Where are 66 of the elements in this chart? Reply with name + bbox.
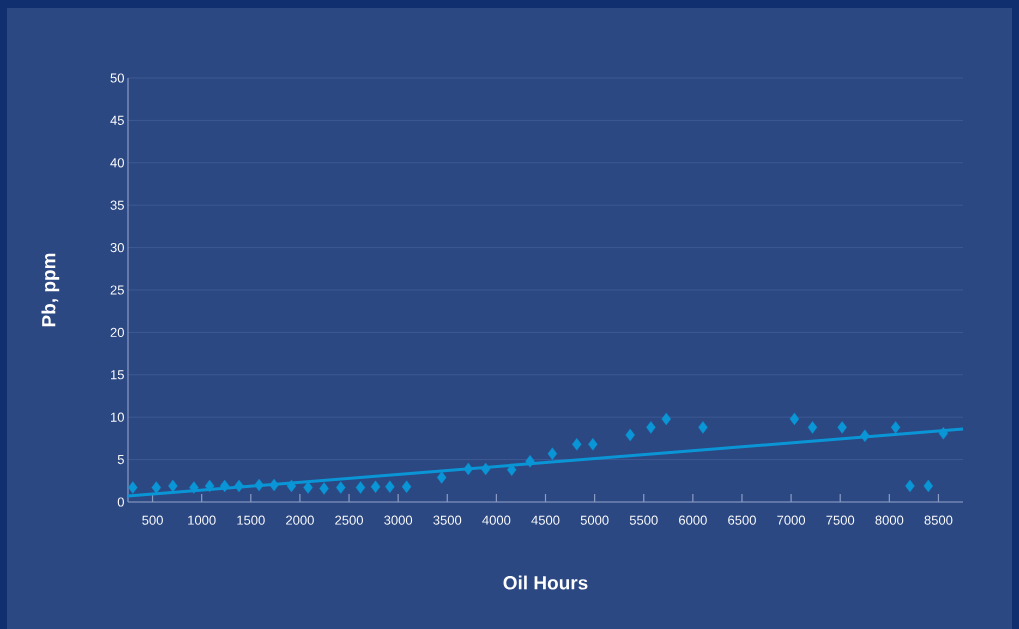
y-tick-label: 40 — [110, 158, 124, 168]
y-tick-label: 5 — [117, 455, 124, 465]
x-axis-title: Oil Hours — [503, 575, 588, 590]
point — [890, 421, 901, 434]
y-tick-label: 15 — [111, 370, 124, 380]
x-tick-label: 5000 — [580, 515, 609, 525]
point — [254, 478, 264, 492]
x-tick-label: 3000 — [384, 515, 413, 525]
y-tick-label: 45 — [110, 115, 124, 125]
point — [370, 480, 381, 493]
x-tick-label: 1000 — [188, 515, 216, 525]
point — [219, 479, 230, 493]
point — [151, 481, 161, 494]
point — [401, 480, 412, 493]
x-tick-label: 1500 — [237, 515, 265, 525]
point — [789, 412, 800, 426]
point — [480, 462, 491, 476]
point — [837, 421, 847, 434]
y-axis-title: Pb, ppm — [41, 253, 60, 327]
point — [923, 479, 934, 493]
point — [204, 479, 215, 493]
point — [319, 482, 329, 495]
point — [128, 481, 138, 494]
point — [525, 455, 535, 468]
point — [698, 421, 708, 434]
point — [905, 479, 915, 493]
point — [625, 428, 635, 442]
x-tick-label: 8500 — [924, 515, 953, 525]
y-tick-label: 0 — [117, 497, 124, 507]
x-tick-label: 6500 — [728, 515, 756, 525]
x-tick-label: 4000 — [482, 515, 511, 525]
point — [588, 438, 598, 451]
y-tick-label: 50 — [110, 73, 124, 83]
x-tick-label: 3500 — [433, 515, 462, 525]
x-tick-label: 7500 — [826, 515, 855, 525]
point — [355, 481, 366, 494]
y-tick-label: 35 — [110, 200, 124, 210]
point — [436, 471, 447, 484]
y-tick-label: 25 — [110, 285, 124, 295]
point — [336, 481, 346, 494]
y-tick-label: 10 — [111, 412, 124, 422]
point — [269, 478, 279, 492]
x-tick-label: 8000 — [875, 515, 904, 525]
point — [463, 462, 473, 476]
point — [807, 421, 818, 434]
point — [507, 463, 517, 476]
point — [938, 427, 949, 440]
point — [646, 421, 656, 434]
x-tick-label: 2500 — [335, 515, 363, 525]
point — [547, 447, 558, 460]
x-tick-label: 500 — [142, 515, 163, 525]
point — [860, 429, 870, 443]
point — [661, 412, 671, 426]
point — [385, 480, 395, 493]
x-tick-label: 2000 — [286, 515, 314, 525]
y-tick-label: 30 — [110, 242, 124, 253]
x-tick-label: 6000 — [679, 515, 707, 525]
point — [286, 479, 297, 493]
point — [168, 479, 178, 493]
x-tick-label: 4500 — [531, 515, 560, 525]
y-tick-label: 20 — [110, 327, 124, 337]
point — [572, 438, 582, 451]
point — [189, 481, 199, 494]
point — [234, 479, 244, 493]
x-tick-label: 7000 — [777, 515, 806, 525]
x-tick-label: 5500 — [629, 515, 658, 525]
